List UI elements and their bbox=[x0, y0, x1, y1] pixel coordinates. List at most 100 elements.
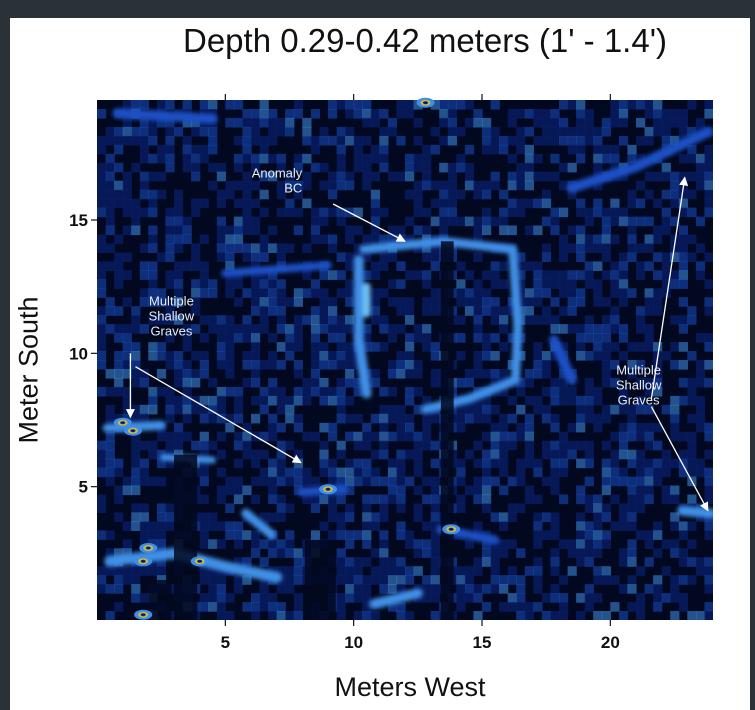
heatmap-cell bbox=[704, 306, 713, 316]
heatmap-cell bbox=[653, 225, 663, 236]
heatmap-cell bbox=[148, 243, 158, 253]
heatmap-cell bbox=[105, 386, 115, 397]
heatmap-cell bbox=[122, 333, 132, 343]
heatmap-cell bbox=[670, 575, 680, 585]
heatmap-cell bbox=[370, 548, 380, 558]
heatmap-cell bbox=[627, 539, 637, 549]
heatmap-cell bbox=[670, 431, 680, 442]
heatmap-cell bbox=[97, 171, 107, 182]
heatmap-cell bbox=[507, 333, 517, 343]
heatmap-cell bbox=[430, 593, 440, 603]
heatmap-cell bbox=[276, 458, 286, 469]
heatmap-cell bbox=[293, 153, 303, 164]
heatmap-cell bbox=[704, 333, 713, 343]
heatmap-cell bbox=[473, 584, 483, 594]
heatmap-cell bbox=[328, 297, 338, 307]
heatmap-cell bbox=[670, 485, 680, 496]
heatmap-cell bbox=[516, 422, 526, 433]
heatmap-cell bbox=[584, 216, 594, 227]
heatmap-cell bbox=[328, 494, 338, 505]
heatmap-cell bbox=[362, 234, 372, 245]
heatmap-cell bbox=[370, 225, 380, 236]
heatmap-cell bbox=[601, 404, 611, 415]
heatmap-cell bbox=[139, 180, 149, 191]
heatmap-cell bbox=[601, 297, 611, 307]
heatmap-cell bbox=[302, 153, 312, 164]
heatmap-cell bbox=[131, 521, 141, 531]
heatmap-cell bbox=[208, 521, 218, 531]
heatmap-cell bbox=[259, 135, 269, 146]
heatmap-cell bbox=[225, 593, 235, 603]
heatmap-cell bbox=[165, 225, 175, 236]
heatmap-cell bbox=[182, 333, 192, 343]
heatmap-cell bbox=[678, 252, 688, 262]
heatmap-cell bbox=[610, 575, 620, 585]
heatmap-cell bbox=[336, 144, 346, 155]
heatmap-cell bbox=[601, 360, 611, 370]
heatmap-cell bbox=[559, 180, 569, 191]
heatmap-cell bbox=[251, 153, 261, 164]
heatmap-cell bbox=[233, 584, 244, 594]
heatmap-cell bbox=[550, 225, 560, 236]
heatmap-cell bbox=[550, 279, 560, 289]
heatmap-cell bbox=[379, 261, 389, 271]
heatmap-cell bbox=[439, 162, 449, 173]
heatmap-cell bbox=[191, 171, 201, 182]
heatmap-cell bbox=[148, 171, 158, 182]
heatmap-cell bbox=[533, 342, 543, 352]
heatmap-cell bbox=[148, 521, 158, 531]
heatmap-cell bbox=[405, 422, 415, 433]
heatmap-cell bbox=[618, 252, 629, 262]
heatmap-cell bbox=[456, 458, 466, 469]
heatmap-cell bbox=[576, 324, 586, 334]
heatmap-cell bbox=[550, 593, 560, 603]
heatmap-cell bbox=[601, 512, 611, 522]
heatmap-cell bbox=[567, 422, 577, 433]
heatmap-cell bbox=[499, 521, 509, 531]
heatmap-cell bbox=[405, 270, 415, 280]
heatmap-cell bbox=[97, 198, 107, 209]
heatmap-cell bbox=[533, 521, 543, 531]
heatmap-cell bbox=[610, 117, 620, 128]
heatmap-cell bbox=[593, 279, 603, 289]
heatmap-cell bbox=[387, 297, 398, 307]
heatmap-cell bbox=[233, 324, 244, 334]
feature-streak bbox=[241, 508, 276, 540]
heatmap-cell bbox=[285, 467, 295, 478]
heatmap-cell bbox=[319, 440, 329, 451]
heatmap-cell bbox=[122, 395, 132, 406]
heatmap-cell bbox=[259, 404, 269, 415]
heatmap-cell bbox=[114, 198, 124, 209]
heatmap-cell bbox=[456, 315, 466, 325]
heatmap-cell bbox=[507, 539, 517, 549]
heatmap-cell bbox=[567, 270, 577, 280]
heatmap-cell bbox=[524, 144, 534, 155]
heatmap-cell bbox=[524, 602, 534, 612]
heatmap-cell bbox=[678, 395, 688, 406]
heatmap-cell bbox=[259, 324, 269, 334]
heatmap-cell bbox=[405, 413, 415, 424]
heatmap-cell bbox=[370, 171, 380, 182]
heatmap-cell bbox=[131, 100, 141, 110]
heatmap-cell bbox=[576, 530, 586, 540]
heatmap-cell bbox=[268, 171, 278, 182]
heatmap-cell bbox=[413, 467, 423, 478]
heatmap-cell bbox=[422, 162, 432, 173]
heatmap-cell bbox=[216, 189, 226, 200]
heatmap-cell bbox=[533, 135, 543, 146]
heatmap-cell bbox=[387, 566, 398, 576]
heatmap-cell bbox=[422, 476, 432, 487]
heatmap-cell bbox=[156, 458, 167, 469]
heatmap-cell bbox=[131, 458, 141, 469]
heatmap-cell bbox=[148, 566, 158, 576]
heatmap-cell bbox=[618, 467, 629, 478]
heatmap-cell bbox=[105, 530, 115, 540]
heatmap-cell bbox=[524, 306, 534, 316]
heatmap-cell bbox=[704, 171, 713, 182]
heatmap-cell bbox=[405, 611, 415, 620]
heatmap-cell bbox=[285, 440, 295, 451]
heatmap-cell bbox=[276, 243, 286, 253]
heatmap-cell bbox=[362, 109, 372, 119]
heatmap-cell bbox=[576, 593, 586, 603]
heatmap-cell bbox=[670, 243, 680, 253]
